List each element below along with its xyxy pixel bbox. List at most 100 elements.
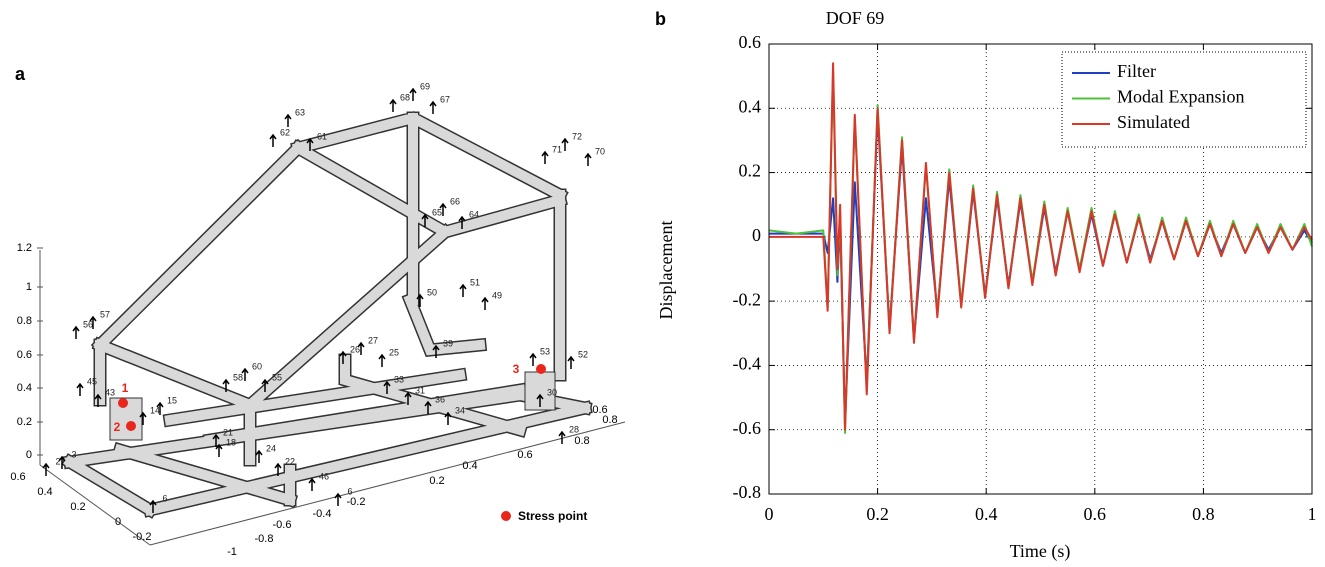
x-tick-label: 0.8	[602, 414, 617, 426]
y-tick-label: -0.8	[733, 482, 762, 502]
x-tick-label: 0.6	[517, 449, 532, 461]
node-label: 43	[105, 387, 115, 397]
node-label: 39	[443, 338, 453, 348]
z-tick-label: 1	[26, 281, 32, 293]
node-label: 57	[100, 309, 110, 319]
x-tick-label: -0.2	[347, 496, 366, 508]
node-label: 36	[435, 394, 445, 404]
node-label: 72	[572, 131, 582, 141]
node-arrow	[216, 445, 222, 457]
node-label: 64	[469, 209, 479, 219]
panel-label: b	[655, 9, 666, 29]
node-label: 45	[87, 376, 97, 386]
x-tick-label: 1	[1308, 504, 1317, 524]
y-tick-label: 0.6	[10, 471, 25, 483]
node-label: 49	[492, 290, 502, 300]
y-tick-label: 0.4	[37, 486, 52, 498]
z-tick-label: 0.8	[17, 315, 32, 327]
y-tick-label: -0.6	[733, 418, 762, 438]
x-tick-label: 0.8	[574, 435, 589, 447]
node-label: 24	[266, 443, 276, 453]
node-label: 63	[295, 107, 305, 117]
node-label: 66	[450, 196, 460, 206]
node-arrow	[430, 102, 436, 114]
node-arrow	[482, 298, 488, 310]
x-tick-label: 0.2	[429, 475, 444, 487]
node-arrow	[460, 285, 466, 297]
y-tick-label: -0.2	[733, 289, 762, 309]
node-label: 15	[167, 395, 177, 405]
node-label: 50	[427, 287, 437, 297]
node-arrow	[445, 413, 451, 425]
node-label: 26	[350, 344, 360, 354]
node-arrow	[530, 354, 536, 366]
node-label: 61	[317, 131, 327, 141]
node-arrow	[73, 327, 79, 339]
node-arrow	[335, 494, 341, 506]
z-tick-label: 0.2	[17, 416, 32, 428]
y-tick-label: 0	[115, 516, 121, 528]
z-tick-label: 1.2	[17, 242, 32, 254]
x-tick-label: 0	[765, 504, 774, 524]
x-tick-label: 0.4	[975, 504, 998, 524]
node-label: 70	[595, 146, 605, 156]
node-label: 14	[150, 405, 160, 415]
node-label: 71	[552, 144, 562, 154]
node-label: 62	[280, 127, 290, 137]
y-tick-label: 0	[752, 225, 761, 245]
node-arrow	[270, 135, 276, 147]
stress-point-label: 2	[114, 420, 121, 434]
node-label: 6	[162, 493, 167, 503]
chart-title: DOF 69	[826, 8, 885, 28]
node-arrow	[562, 139, 568, 151]
y-tick-label: 0.2	[70, 501, 85, 513]
node-label: 31	[415, 385, 425, 395]
node-arrow	[410, 89, 416, 101]
node-arrow	[285, 115, 291, 127]
panel-label: a	[15, 64, 26, 84]
node-label: 27	[368, 335, 378, 345]
x-tick-label: 0.2	[866, 504, 889, 524]
legend-label: Simulated	[1117, 112, 1190, 132]
node-label: 53	[540, 346, 550, 356]
y-tick-label: -0.2	[133, 531, 152, 543]
node-arrow	[390, 100, 396, 112]
stress-point-label: 1	[122, 381, 129, 395]
node-label: 55	[272, 372, 282, 382]
node-label: 52	[578, 349, 588, 359]
node-label: 25	[389, 347, 399, 357]
z-tick-label: 0.6	[17, 349, 32, 361]
z-tick-label: 0.4	[17, 382, 32, 394]
node-arrow	[43, 464, 49, 476]
node-label: 22	[285, 456, 295, 466]
node-arrow	[585, 154, 591, 166]
node-label: 56	[83, 319, 93, 329]
node-label: 2	[55, 456, 60, 466]
z-tick-label: 0	[26, 449, 32, 461]
structure-panel: a Stress point 1.210.80.60.40.200.60.40.…	[10, 64, 625, 558]
legend-dot	[501, 511, 511, 521]
node-label: 34	[455, 405, 465, 415]
node-label: 67	[440, 94, 450, 104]
y-axis-label: Displacement	[656, 221, 676, 320]
node-label: 65	[432, 207, 442, 217]
legend-label: Filter	[1117, 61, 1156, 81]
node-arrow	[568, 357, 574, 369]
node-label: 69	[420, 81, 430, 91]
node-label: 30	[547, 387, 557, 397]
node-label: 68	[400, 92, 410, 102]
node-label: 46	[319, 471, 329, 481]
node-arrow	[379, 355, 385, 367]
beam	[70, 118, 585, 510]
legend-text: Stress point	[518, 509, 587, 523]
figure: a Stress point 1.210.80.60.40.200.60.40.…	[0, 0, 1325, 567]
stress-point-label: 3	[513, 362, 520, 376]
stress-dot	[126, 421, 136, 431]
node-label: 6	[347, 486, 352, 496]
y-tick-label: 0.2	[739, 161, 762, 181]
x-tick-label: -0.8	[255, 533, 274, 545]
x-tick-label: -0.4	[313, 508, 332, 520]
stress-dot	[118, 398, 128, 408]
node-arrow	[77, 384, 83, 396]
node-arrow	[309, 479, 315, 491]
